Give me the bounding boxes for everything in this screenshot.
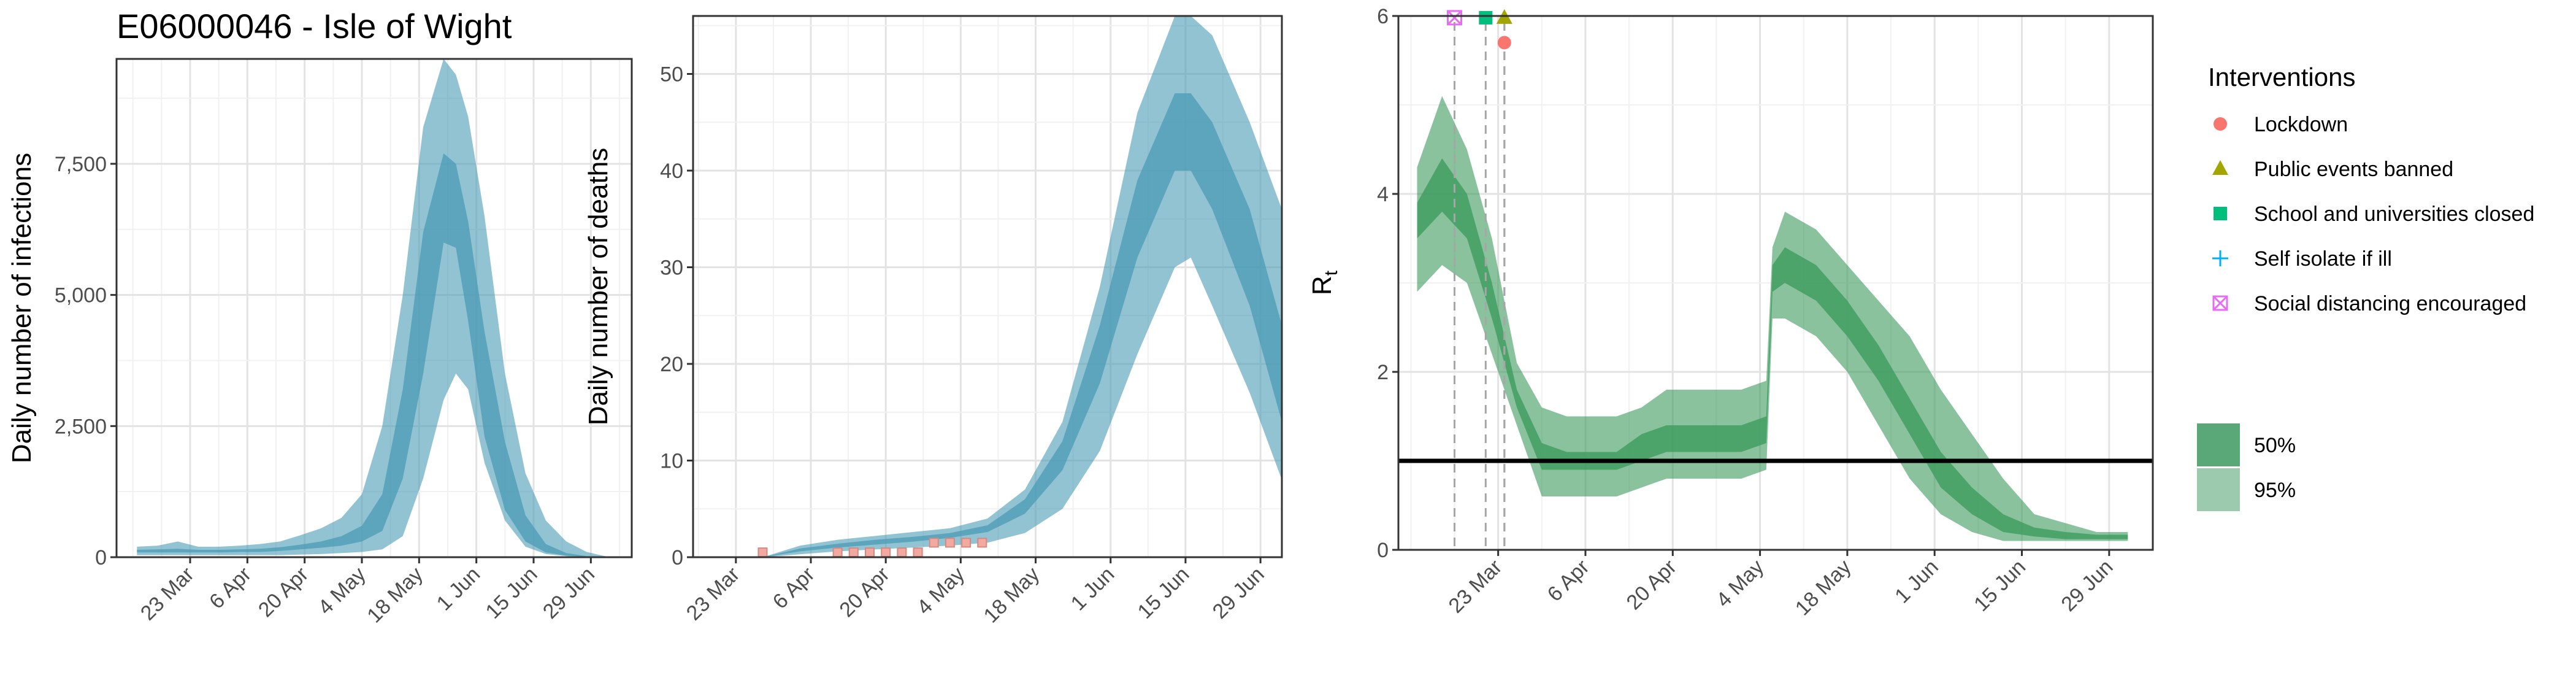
- observed-death-point: [929, 538, 939, 548]
- y-tick-label: 40: [660, 160, 683, 183]
- x-tick-label: 6 Apr: [769, 563, 819, 614]
- y-tick-label: 4: [1377, 183, 1389, 206]
- x-tick-label: 29 Jun: [539, 563, 599, 623]
- x-tick-label: 1 Jun: [432, 563, 485, 615]
- x-tick-label: 29 Jun: [1208, 563, 1269, 623]
- x-tick-label: 20 Apr: [835, 563, 894, 622]
- legend-label: Public events banned: [2254, 158, 2453, 181]
- legend-marker: [2214, 117, 2227, 131]
- legend-label: Social distancing encouraged: [2254, 292, 2526, 315]
- panel-border: [692, 15, 1283, 558]
- legend-item: Social distancing encouraged: [2212, 292, 2526, 315]
- observed-death-point: [897, 547, 907, 558]
- legend-marker: [2212, 160, 2228, 175]
- x-tick-label: 18 May: [1791, 555, 1856, 620]
- y-tick-label: 50: [660, 63, 683, 87]
- y-tick-label: 5,000: [55, 284, 107, 307]
- x-tick-label: 1 Jun: [1067, 563, 1119, 615]
- x-tick-label: 23 Mar: [136, 563, 199, 625]
- legend-swatch: [2197, 423, 2240, 466]
- y-tick-label: 2,500: [55, 415, 107, 438]
- legend-label: 95%: [2254, 479, 2296, 502]
- y-axis-label: Daily number of deaths: [583, 148, 613, 425]
- legend-item: School and universities closed: [2214, 203, 2534, 226]
- y-tick-label: 30: [660, 257, 683, 280]
- band-50pct: [762, 93, 1282, 557]
- intervention-marker: [1497, 36, 1511, 50]
- y-axis-label-subscript: t: [1321, 270, 1341, 276]
- x-tick-label: 6 Apr: [205, 563, 256, 614]
- legend-marker: [2212, 295, 2228, 311]
- observed-death-point: [881, 547, 891, 558]
- x-tick-label: 20 Apr: [254, 563, 313, 622]
- y-tick-label: 20: [660, 353, 683, 376]
- x-tick-label: 29 Jun: [2057, 555, 2117, 616]
- intervention-marker: [1447, 10, 1462, 25]
- legend-item: Lockdown: [2214, 113, 2348, 136]
- x-tick-label: 4 May: [313, 563, 370, 619]
- legend-label: 50%: [2254, 434, 2296, 457]
- x-tick-label: 20 Apr: [1622, 555, 1681, 614]
- band-95pct: [1417, 96, 2128, 541]
- panel-border: [1397, 15, 2154, 551]
- observed-death-point: [865, 547, 875, 558]
- observed-death-point: [757, 547, 768, 558]
- legend-marker: [2214, 207, 2227, 220]
- legend-swatch: [2197, 468, 2240, 511]
- legend-ci-item: 95%: [2197, 468, 2296, 511]
- y-tick-label: 6: [1377, 5, 1389, 28]
- y-tick-label: 0: [672, 546, 683, 569]
- y-tick-label: 0: [1377, 539, 1389, 562]
- observed-death-point: [961, 538, 972, 548]
- y-tick-label: 10: [660, 450, 683, 473]
- observed-death-point: [977, 538, 987, 548]
- panel-border: [115, 58, 633, 558]
- y-axis-label: Rt: [1307, 270, 1341, 295]
- legend-label: Lockdown: [2254, 113, 2348, 136]
- y-tick-label: 2: [1377, 361, 1389, 384]
- legend-item: Self isolate if ill: [2212, 247, 2392, 271]
- observed-deaths: [757, 538, 987, 558]
- y-tick-label: 7,500: [55, 153, 107, 176]
- panel-2: 0 10 20 30 40 50 23 Mar 6 Apr 20 Apr 4 May 18 May 1…: [583, 15, 1283, 628]
- intervention-marker: [1446, 10, 1462, 26]
- legend-title: Interventions: [2208, 63, 2355, 91]
- x-tick-label: 23 Mar: [682, 563, 745, 625]
- x-tick-label: 15 Jun: [1969, 555, 2030, 616]
- x-tick-label: 18 May: [979, 563, 1044, 628]
- legend-label: School and universities closed: [2254, 203, 2534, 226]
- y-tick-label: 0: [95, 546, 107, 569]
- x-tick-label: 1 Jun: [1890, 555, 1943, 608]
- x-tick-label: 4 May: [913, 563, 969, 619]
- x-tick-label: 23 Mar: [1444, 555, 1507, 618]
- y-axis-label: Daily number of infections: [7, 153, 37, 463]
- legend-label: Self isolate if ill: [2254, 247, 2392, 271]
- x-tick-label: 6 Apr: [1543, 555, 1594, 606]
- x-tick-label: 15 Jun: [1133, 563, 1194, 623]
- x-tick-label: 4 May: [1712, 555, 1768, 612]
- panel-3: 0 2 4 6 23 Mar 6 Apr 20 Apr 4 May 18 May 1 Jun 15 …: [1307, 5, 2154, 620]
- observed-death-point: [848, 547, 859, 558]
- observed-death-point: [913, 547, 923, 558]
- observed-death-point: [832, 547, 843, 558]
- x-tick-label: 15 Jun: [481, 563, 542, 623]
- x-tick-label: 18 May: [362, 563, 427, 628]
- legend-item: Public events banned: [2212, 158, 2453, 181]
- observed-death-point: [945, 538, 955, 548]
- legend: Interventions Lockdown Public events banne…: [2197, 63, 2534, 511]
- figure-title: E06000046 - Isle of Wight: [117, 7, 512, 45]
- legend-ci-item: 50%: [2197, 423, 2296, 466]
- intervention-marker: [1479, 10, 1493, 25]
- legend-marker: [2212, 295, 2228, 311]
